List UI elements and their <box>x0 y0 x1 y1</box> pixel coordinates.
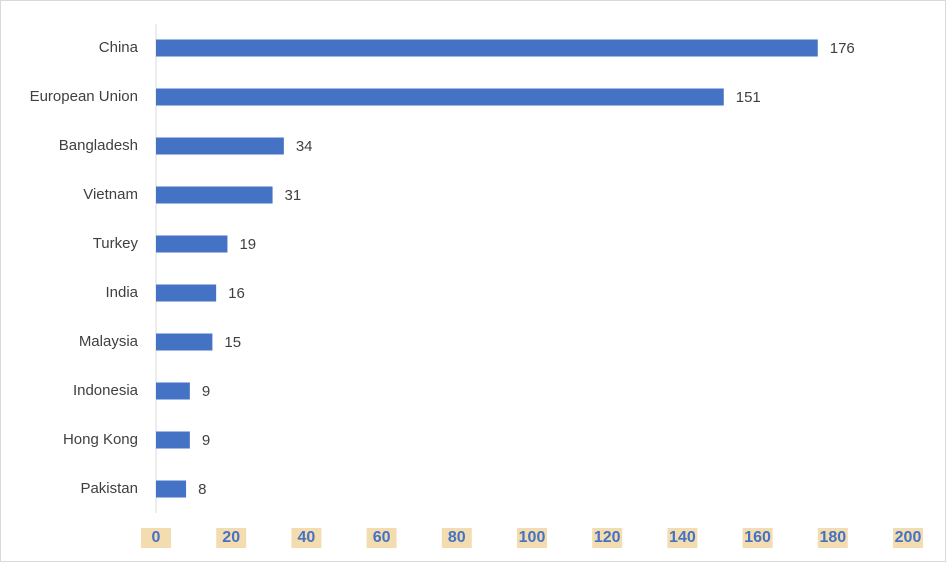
tick-highlight <box>366 528 397 548</box>
x-tick-label: 120 <box>594 529 621 546</box>
y-tick-label: China <box>99 39 139 56</box>
bar <box>156 382 190 400</box>
tick-highlight <box>517 528 547 548</box>
y-tick-label: Hong Kong <box>63 431 138 448</box>
tick-highlight <box>441 528 472 548</box>
tick-highlight <box>667 528 698 548</box>
x-tick-label: 80 <box>448 529 466 546</box>
tick-highlight <box>216 528 247 548</box>
bar <box>156 431 190 449</box>
bar <box>156 186 273 204</box>
data-label: 9 <box>202 383 210 400</box>
x-tick-label: 0 <box>152 529 161 546</box>
x-tick-label: 140 <box>669 529 696 546</box>
bar <box>156 480 187 498</box>
bar <box>156 235 228 253</box>
data-label: 16 <box>228 285 245 302</box>
x-tick-label: 40 <box>298 529 316 546</box>
y-tick-label: Pakistan <box>80 480 138 497</box>
bar <box>156 88 724 106</box>
data-label: 15 <box>224 334 241 351</box>
data-label: 19 <box>239 236 256 253</box>
y-tick-label: India <box>105 284 138 301</box>
y-tick-label: European Union <box>30 88 138 105</box>
x-tick-label: 20 <box>222 529 240 546</box>
tick-highlight <box>141 528 171 548</box>
y-tick-label: Indonesia <box>73 382 139 399</box>
x-tick-label: 200 <box>895 529 922 546</box>
data-label: 8 <box>198 481 206 498</box>
y-tick-label: Vietnam <box>83 186 138 203</box>
tick-highlight <box>817 528 848 548</box>
y-tick-label: Turkey <box>93 235 139 252</box>
data-label: 34 <box>296 138 313 155</box>
data-label: 9 <box>202 432 210 449</box>
bar <box>156 333 213 351</box>
bar <box>156 137 284 155</box>
tick-highlight <box>592 528 623 548</box>
tick-highlight <box>893 528 923 548</box>
data-label: 151 <box>736 89 761 106</box>
tick-highlight <box>291 528 322 548</box>
tick-highlight <box>742 528 773 548</box>
x-tick-label: 160 <box>744 529 771 546</box>
x-tick-label: 100 <box>519 529 546 546</box>
bar <box>156 284 217 302</box>
x-tick-label: 60 <box>373 529 391 546</box>
y-tick-label: Bangladesh <box>59 137 138 154</box>
data-label: 176 <box>830 40 855 57</box>
y-tick-label: Malaysia <box>79 333 139 350</box>
x-tick-label: 180 <box>819 529 846 546</box>
data-label: 31 <box>285 187 302 204</box>
bar <box>156 39 818 57</box>
